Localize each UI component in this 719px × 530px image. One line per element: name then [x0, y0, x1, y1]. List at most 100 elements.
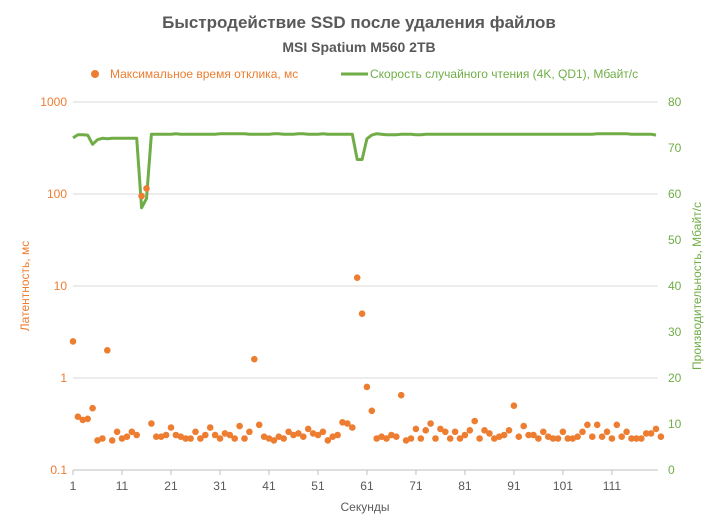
latency-point [285, 428, 292, 436]
latency-point [598, 433, 606, 441]
latency-point [295, 430, 302, 437]
x-tick-label: 41 [262, 479, 276, 493]
latency-point [461, 431, 469, 439]
y-right-tick-label: 70 [668, 141, 682, 155]
latency-point [407, 435, 415, 442]
latency-point [69, 338, 77, 345]
latency-point [104, 347, 111, 354]
latency-point [559, 428, 567, 436]
latency-point [211, 431, 219, 439]
latency-point [226, 431, 234, 439]
latency-point [613, 421, 621, 429]
chart-subtitle: MSI Spatium M560 2TB [282, 39, 435, 55]
latency-point [638, 435, 645, 442]
x-tick-label: 111 [603, 479, 622, 493]
y-right-tick-label: 30 [668, 325, 682, 339]
latency-point [486, 430, 493, 437]
latency-point [515, 433, 523, 441]
latency-point [442, 428, 449, 436]
gridlines [73, 101, 658, 379]
legend-label-latency: Максимальное время отклика, мс [110, 67, 298, 81]
latency-point [236, 422, 243, 430]
latency-point [500, 431, 508, 439]
latency-point [603, 428, 611, 436]
latency-point [417, 435, 425, 442]
latency-point [133, 431, 140, 439]
y-left-axis-title: Латентность, мс [18, 241, 32, 331]
y-left-tick-label: 1 [60, 371, 67, 385]
latency-point [162, 431, 170, 439]
latency-point [535, 435, 542, 442]
latency-point [633, 435, 640, 442]
x-tick-label: 1 [70, 479, 77, 493]
latency-point [608, 435, 616, 442]
latency-point [353, 274, 361, 282]
latency-point [652, 425, 660, 433]
latency-point [300, 433, 307, 441]
latency-point [584, 421, 591, 429]
latency-point [143, 185, 150, 192]
latency-point [368, 407, 376, 415]
latency-point [167, 424, 175, 431]
latency-point [383, 435, 390, 442]
latency-point [270, 437, 278, 444]
latency-point [216, 435, 224, 442]
latency-point [520, 422, 527, 430]
latency-point [251, 355, 258, 363]
latency-point [432, 435, 439, 442]
latency-point [427, 420, 434, 427]
legend-label-speed: Скорость случайного чтения (4K, QD1), Мб… [370, 67, 638, 81]
latency-point [628, 435, 635, 442]
latency-point [549, 435, 557, 442]
latency-point [657, 433, 665, 441]
x-tick-label: 81 [458, 479, 472, 493]
x-tick-label: 11 [116, 479, 129, 493]
y-left-tick-label: 0.1 [50, 463, 67, 477]
x-tick-label: 21 [164, 479, 178, 493]
latency-point [466, 427, 474, 434]
y-right-axis-title: Производительность, Мбайт/с [690, 202, 704, 370]
latency-point [647, 430, 655, 437]
latency-point [574, 433, 581, 441]
latency-point [255, 421, 263, 429]
legend-marker-latency [91, 70, 99, 78]
y-left-tick-label: 1000 [40, 95, 67, 109]
latency-point [334, 431, 341, 439]
latency-point [393, 433, 400, 441]
latency-point [202, 431, 209, 439]
speed-series [72, 132, 657, 210]
speed-line [72, 132, 657, 210]
y-right-tick-label: 40 [668, 279, 682, 293]
latency-point [113, 428, 121, 436]
latency-point [304, 425, 312, 433]
y-right-tick-label: 20 [668, 371, 682, 385]
latency-point [246, 428, 253, 436]
latency-point [363, 383, 371, 391]
latency-point [206, 424, 214, 431]
latency-point [324, 437, 332, 444]
latency-series [69, 185, 665, 444]
latency-point [530, 431, 537, 439]
latency-point [108, 437, 116, 444]
latency-point [510, 402, 518, 410]
latency-point [231, 435, 238, 442]
x-tick-label: 101 [553, 479, 573, 493]
y-left-tick-label: 100 [47, 187, 67, 201]
latency-point [437, 425, 444, 433]
latency-point [138, 192, 145, 200]
latency-point [99, 435, 106, 442]
x-tick-label: 91 [507, 479, 521, 493]
y-right-tick-label: 80 [668, 95, 682, 109]
latency-point [593, 421, 601, 429]
latency-point [148, 420, 155, 427]
y-right-tick-label: 0 [668, 463, 675, 477]
latency-point [456, 435, 464, 442]
latency-point [554, 435, 562, 442]
latency-point [476, 435, 483, 442]
y-right-tick-label: 60 [668, 187, 682, 201]
latency-point [182, 435, 189, 442]
latency-point [89, 404, 96, 412]
latency-point [642, 430, 650, 437]
latency-point [540, 428, 547, 436]
